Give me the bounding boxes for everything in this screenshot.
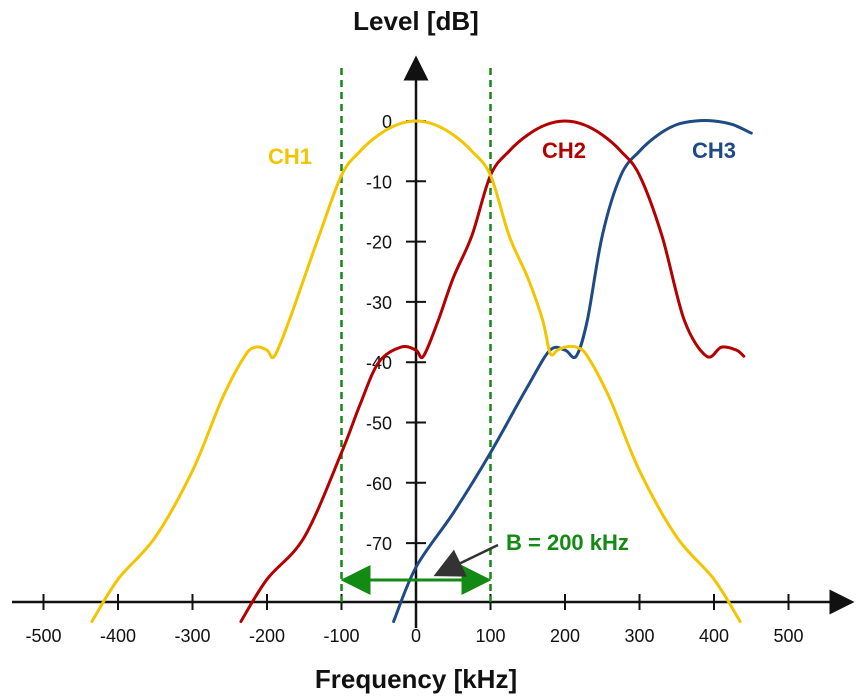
y-tick-label: -20 bbox=[366, 233, 392, 253]
series-line-ch3 bbox=[392, 119, 753, 623]
x-tick-label: -400 bbox=[100, 626, 136, 646]
x-tick-label: -500 bbox=[25, 626, 61, 646]
bandwidth-label: B = 200 kHz bbox=[506, 530, 629, 555]
y-tick-label: -10 bbox=[366, 172, 392, 192]
x-tick-label: 0 bbox=[411, 626, 421, 646]
x-tick-label: -300 bbox=[174, 626, 210, 646]
x-axis-title: Frequency [kHz] bbox=[315, 664, 517, 694]
series-line-ch1 bbox=[90, 119, 742, 623]
x-tick-label: 500 bbox=[773, 626, 803, 646]
bandwidth-pointer-arrow bbox=[433, 543, 499, 577]
y-axis-title: Level [dB] bbox=[353, 6, 479, 36]
y-tick-label: -70 bbox=[366, 534, 392, 554]
series-label-ch3: CH3 bbox=[692, 138, 736, 163]
series-label-ch1: CH1 bbox=[268, 144, 312, 169]
x-tick-label: 200 bbox=[550, 626, 580, 646]
y-tick-label: -60 bbox=[366, 474, 392, 494]
series-label-ch2: CH2 bbox=[542, 138, 586, 163]
y-tick-label: -30 bbox=[366, 293, 392, 313]
x-tick-label: 400 bbox=[699, 626, 729, 646]
x-tick-label: -200 bbox=[249, 626, 285, 646]
y-tick-label: -50 bbox=[366, 414, 392, 434]
y-tick-label: 0 bbox=[382, 112, 392, 132]
x-tick-label: 300 bbox=[624, 626, 654, 646]
x-tick-label: -100 bbox=[323, 626, 359, 646]
series-line-ch2 bbox=[239, 119, 746, 623]
x-tick-label: 100 bbox=[475, 626, 505, 646]
